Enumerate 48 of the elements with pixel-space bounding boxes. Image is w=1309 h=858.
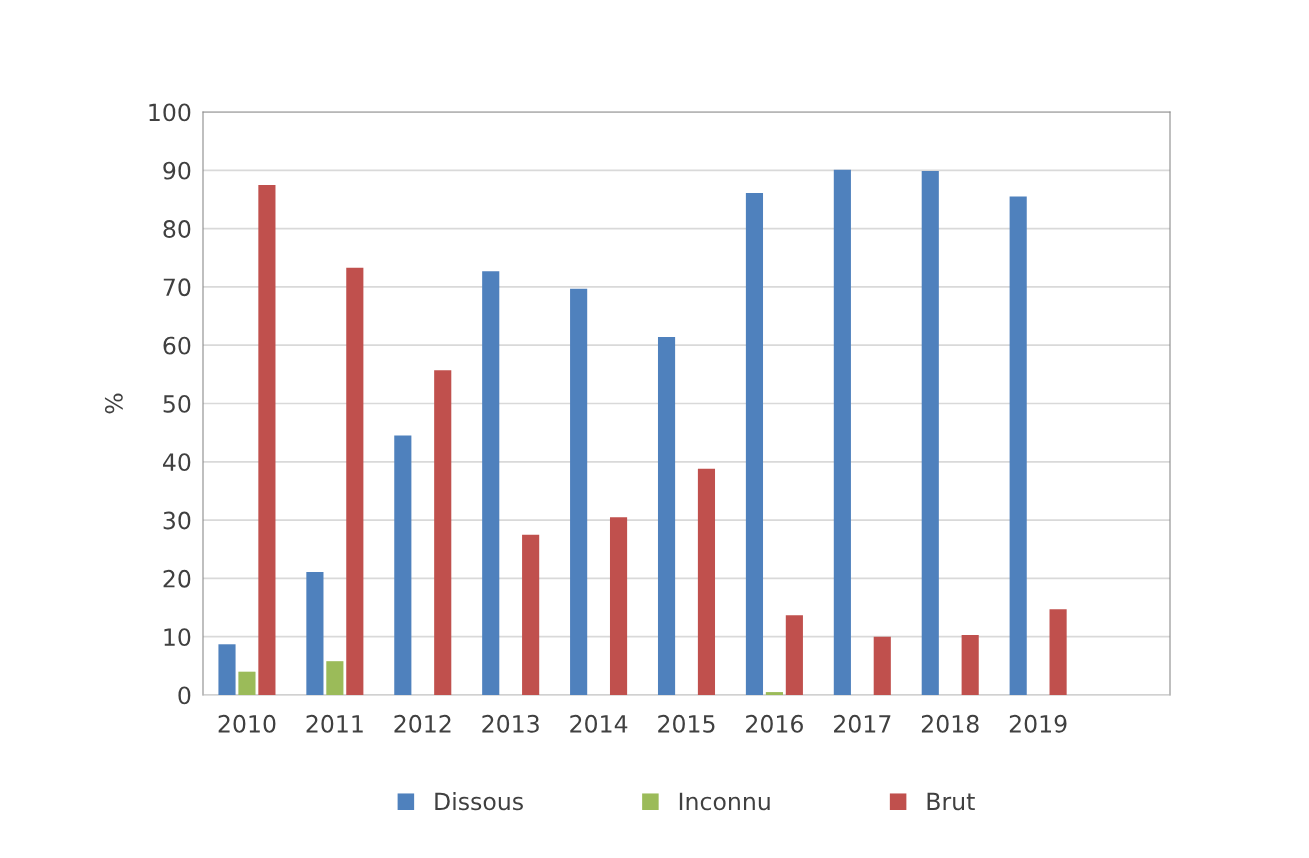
- bar: [346, 267, 364, 695]
- y-tick-label: 0: [178, 686, 191, 705]
- bar: [1049, 609, 1067, 695]
- bar: [765, 692, 783, 695]
- y-tick-label: 70: [163, 278, 191, 297]
- x-tick-label: 2015: [658, 714, 715, 733]
- bar: [609, 517, 628, 695]
- bar: [482, 271, 500, 695]
- bar: [873, 636, 891, 695]
- y-tick-label: 90: [163, 161, 191, 180]
- x-tick-label: 2018: [921, 714, 979, 733]
- x-tick-label: 2019: [1009, 714, 1067, 733]
- y-tick-label: 60: [163, 336, 191, 355]
- bar: [326, 661, 344, 695]
- x-tick-label: 2016: [746, 714, 803, 733]
- y-tick-label: 30: [163, 511, 191, 530]
- y-axis-title: %: [104, 393, 123, 414]
- x-tick-label: 2017: [834, 714, 891, 733]
- bar: [522, 534, 540, 695]
- bar: [961, 634, 979, 695]
- bar: [697, 468, 716, 695]
- x-tick-label: 2013: [482, 714, 539, 733]
- x-tick-label: 2014: [570, 714, 628, 733]
- legend-label: Dissous: [435, 792, 523, 811]
- x-tick-label: 2010: [218, 714, 276, 733]
- bar: [218, 644, 236, 695]
- legend-label: Brut: [927, 792, 975, 811]
- bar: [1009, 196, 1027, 695]
- x-tick-label: 2011: [306, 714, 363, 733]
- x-tick-label: 2012: [394, 714, 451, 733]
- bar: [833, 169, 851, 695]
- bar: [921, 170, 939, 695]
- bar: [745, 193, 764, 695]
- bar: [657, 337, 676, 695]
- bar: [570, 288, 588, 695]
- bar: [306, 571, 324, 695]
- y-tick-label: 10: [164, 628, 191, 647]
- y-tick-label: 50: [163, 394, 191, 413]
- bar: [434, 370, 452, 695]
- bar: [785, 615, 803, 695]
- y-tick-label: 80: [163, 220, 191, 238]
- bar: [258, 184, 276, 695]
- legend-label: Inconnu: [679, 792, 770, 811]
- bar: [238, 671, 256, 695]
- y-tick-label: 40: [163, 453, 191, 472]
- y-tick-label: 100: [149, 103, 191, 122]
- bar: [394, 435, 412, 695]
- y-tick-label: 20: [163, 569, 191, 588]
